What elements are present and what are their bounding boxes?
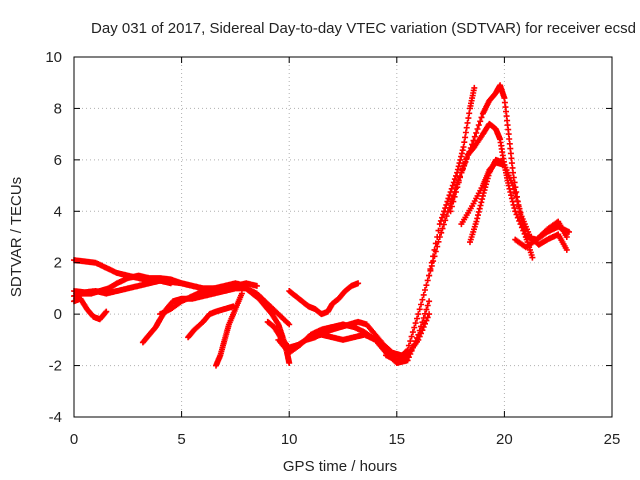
chart-title: Day 031 of 2017, Sidereal Day-to-day VTE… <box>91 20 636 37</box>
plus-markers <box>512 218 570 251</box>
plus-markers <box>243 285 293 366</box>
plus-markers <box>185 303 237 341</box>
plus-markers <box>157 280 250 318</box>
plot-frame <box>73 56 613 418</box>
plus-markers <box>286 280 362 318</box>
y-tick-label: 2 <box>54 255 62 272</box>
y-tick-label: 8 <box>54 100 62 117</box>
y-tick-label: -2 <box>49 358 62 375</box>
y-tick-label: 6 <box>54 152 62 169</box>
x-tick-label: 25 <box>604 431 621 448</box>
series-track-8 <box>213 290 245 369</box>
y-axis-label: SDTVAR / TECUs <box>8 177 25 297</box>
data-marks <box>71 82 572 369</box>
series-track-6 <box>157 280 250 318</box>
series-track-18 <box>467 156 506 246</box>
x-tick-label: 5 <box>177 431 185 448</box>
plus-markers <box>426 84 478 279</box>
y-tick-label: -4 <box>49 409 62 426</box>
series-track-7 <box>185 303 237 341</box>
y-tick-label: 10 <box>45 49 62 66</box>
series-track-16 <box>447 82 536 261</box>
x-tick-label: 10 <box>281 431 298 448</box>
x-tick-label: 15 <box>388 431 405 448</box>
series-track-12 <box>286 280 362 318</box>
series-track-15 <box>426 84 478 279</box>
series-track-19 <box>512 218 570 251</box>
series-track-3 <box>71 295 110 323</box>
x-tick-label: 0 <box>70 431 78 448</box>
x-tick-label: 20 <box>496 431 513 448</box>
x-axis-label: GPS time / hours <box>283 458 397 475</box>
y-tick-label: 4 <box>54 203 62 220</box>
plus-markers <box>467 156 506 246</box>
series-track-9 <box>243 285 293 366</box>
plus-markers <box>213 290 245 369</box>
plus-markers <box>71 295 110 323</box>
axis-ticks: 0 5 10 15 20 25 -4 -2 0 2 4 6 8 10 <box>45 49 620 448</box>
y-tick-label: 0 <box>54 306 62 323</box>
plus-markers <box>447 82 536 261</box>
